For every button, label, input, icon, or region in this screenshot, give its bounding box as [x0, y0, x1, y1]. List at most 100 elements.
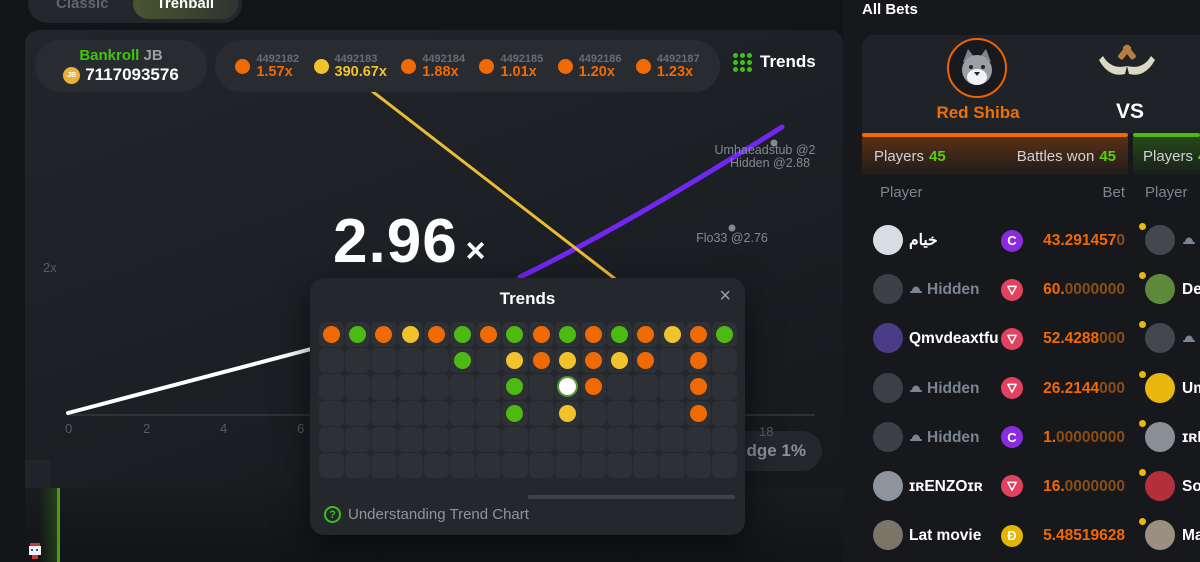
green-trend-dot [715, 326, 733, 344]
trend-cell [449, 400, 476, 426]
bet-row[interactable]: Hidden 26.2144000 Um [843, 364, 1200, 413]
orange-trend-dot [637, 326, 655, 344]
trend-cell [423, 452, 449, 479]
red-team-underline [862, 133, 1128, 137]
green-glow [39, 488, 57, 562]
trend-cell [371, 400, 397, 426]
result-chip[interactable]: 4492182 1.57x [235, 53, 299, 80]
trend-cell [371, 426, 397, 452]
player-avatar[interactable] [1145, 274, 1175, 305]
trends-toggle-label: Trends [760, 52, 816, 71]
player-name[interactable]: H [1182, 216, 1200, 265]
result-multiplier: 1.88x [422, 63, 459, 80]
game-id: 4492186 [578, 52, 622, 65]
orange-result-dot [635, 58, 651, 74]
yellow-trend-dot [611, 352, 629, 370]
green-trend-dot [558, 326, 576, 344]
trend-grid-scrollbar[interactable] [528, 495, 735, 499]
player-name[interactable]: H [1182, 314, 1200, 363]
trend-grid-row [319, 348, 737, 374]
player-avatar[interactable] [873, 274, 903, 305]
player-name[interactable]: Soh [1182, 477, 1200, 495]
player-avatar[interactable] [873, 520, 903, 551]
trend-cell [528, 374, 554, 400]
player-name[interactable]: Um [1182, 379, 1200, 397]
result-chip[interactable]: 4492187 1.23x [635, 53, 700, 80]
all-bets-sidebar: All Bets Red Shiba VS Players 45 Battles … [843, 0, 1200, 562]
bankroll-pill[interactable]: Bankroll JB JB 7117093576 [35, 40, 207, 92]
bet-row[interactable]: Lat movie Ð 5.48519628 Mad [843, 511, 1200, 560]
orange-trend-dot [323, 326, 341, 344]
player-name[interactable]: Mad [1182, 527, 1200, 545]
trend-cell [502, 374, 528, 400]
result-chip[interactable]: 4492185 1.01x [479, 53, 543, 80]
bet-row[interactable]: ɪʀENZOɪʀ 16.0000000 Soh [843, 462, 1200, 511]
player-avatar[interactable] [1145, 470, 1175, 501]
trend-cell [449, 374, 476, 400]
player-avatar[interactable] [873, 421, 903, 452]
player-name[interactable]: ɪʀEN [1182, 428, 1200, 446]
player-name[interactable]: Dev [1182, 281, 1200, 299]
game-id: 4492184 [422, 52, 466, 65]
orange-trend-dot [584, 352, 602, 370]
player-avatar[interactable] [873, 372, 903, 403]
result-multiplier: 390.67x [334, 63, 387, 80]
trend-cell [685, 426, 711, 452]
column-header-bet: Bet [1102, 184, 1125, 201]
trend-cell [502, 322, 528, 348]
player-avatar[interactable] [1145, 372, 1175, 403]
bet-row[interactable]: خيام C 43.2914570 H [843, 216, 1200, 265]
result-chip[interactable]: 4492184 1.88x [401, 53, 465, 80]
bet-row[interactable]: Qmvdeaxtful 52.4288000 H [843, 314, 1200, 363]
trend-cell [607, 452, 633, 479]
player-avatar[interactable] [873, 470, 903, 501]
player-name[interactable]: Qmvdeaxtful [909, 330, 999, 348]
current-multiplier: 2.96 × [333, 206, 486, 277]
bet-row[interactable]: Hidden 60.0000000 Dev [843, 265, 1200, 314]
trend-cell [633, 322, 659, 348]
trend-cell [345, 452, 371, 479]
player-avatar[interactable] [873, 323, 903, 354]
player-avatar[interactable] [1145, 520, 1175, 551]
result-chip[interactable]: 4492183 390.67x [313, 53, 387, 80]
close-icon[interactable]: × [719, 285, 731, 307]
trend-cell [423, 322, 449, 348]
trend-cell [397, 348, 423, 374]
understanding-trend-link[interactable]: ? Understanding Trend Chart [324, 506, 529, 523]
player-name[interactable]: Lat movie [909, 527, 982, 545]
incognito-hat-icon [910, 385, 922, 392]
orange-result-dot [557, 58, 573, 74]
player-name[interactable]: Hidden [909, 413, 999, 462]
trend-cell [580, 400, 607, 426]
trends-toggle-button[interactable]: Trends [733, 52, 816, 72]
tab-trenball[interactable]: Trenball [132, 0, 239, 19]
tab-classic[interactable]: Classic [56, 0, 109, 12]
bet-amount: 1.00000000 [1043, 428, 1125, 446]
trends-grid-icon [733, 52, 752, 72]
game-id: 4492182 [256, 52, 300, 65]
player-name[interactable]: Hidden [909, 265, 999, 314]
trend-cell [659, 322, 685, 348]
result-chip[interactable]: 4492186 1.20x [557, 52, 622, 80]
trend-cell [554, 400, 580, 426]
green-trend-dot [349, 326, 367, 344]
trends-popup: Trends × ? Understanding Trend Chart [310, 278, 745, 535]
red-team-stats-tab[interactable]: Players 45 Battles won 45 [862, 137, 1128, 175]
player-name[interactable]: ɪʀENZOɪʀ [909, 477, 983, 495]
trend-cell [371, 348, 397, 374]
player-avatar[interactable] [1145, 421, 1175, 452]
trend-cell [528, 322, 554, 348]
cashout-annotation-1: Umhaeadstub @2 [715, 143, 816, 157]
trend-grid-row [319, 452, 737, 479]
trend-cell [423, 348, 449, 374]
player-name[interactable]: Hidden [909, 364, 999, 413]
player-avatar[interactable] [1145, 323, 1175, 354]
cashout-annotation-3: Flo33 @2.76 [696, 231, 768, 245]
player-name[interactable]: خيام [909, 232, 938, 249]
trend-cell [711, 374, 737, 400]
player-avatar[interactable] [1145, 225, 1175, 255]
player-avatar[interactable] [873, 225, 903, 255]
x-tick-4: 4 [220, 421, 227, 436]
